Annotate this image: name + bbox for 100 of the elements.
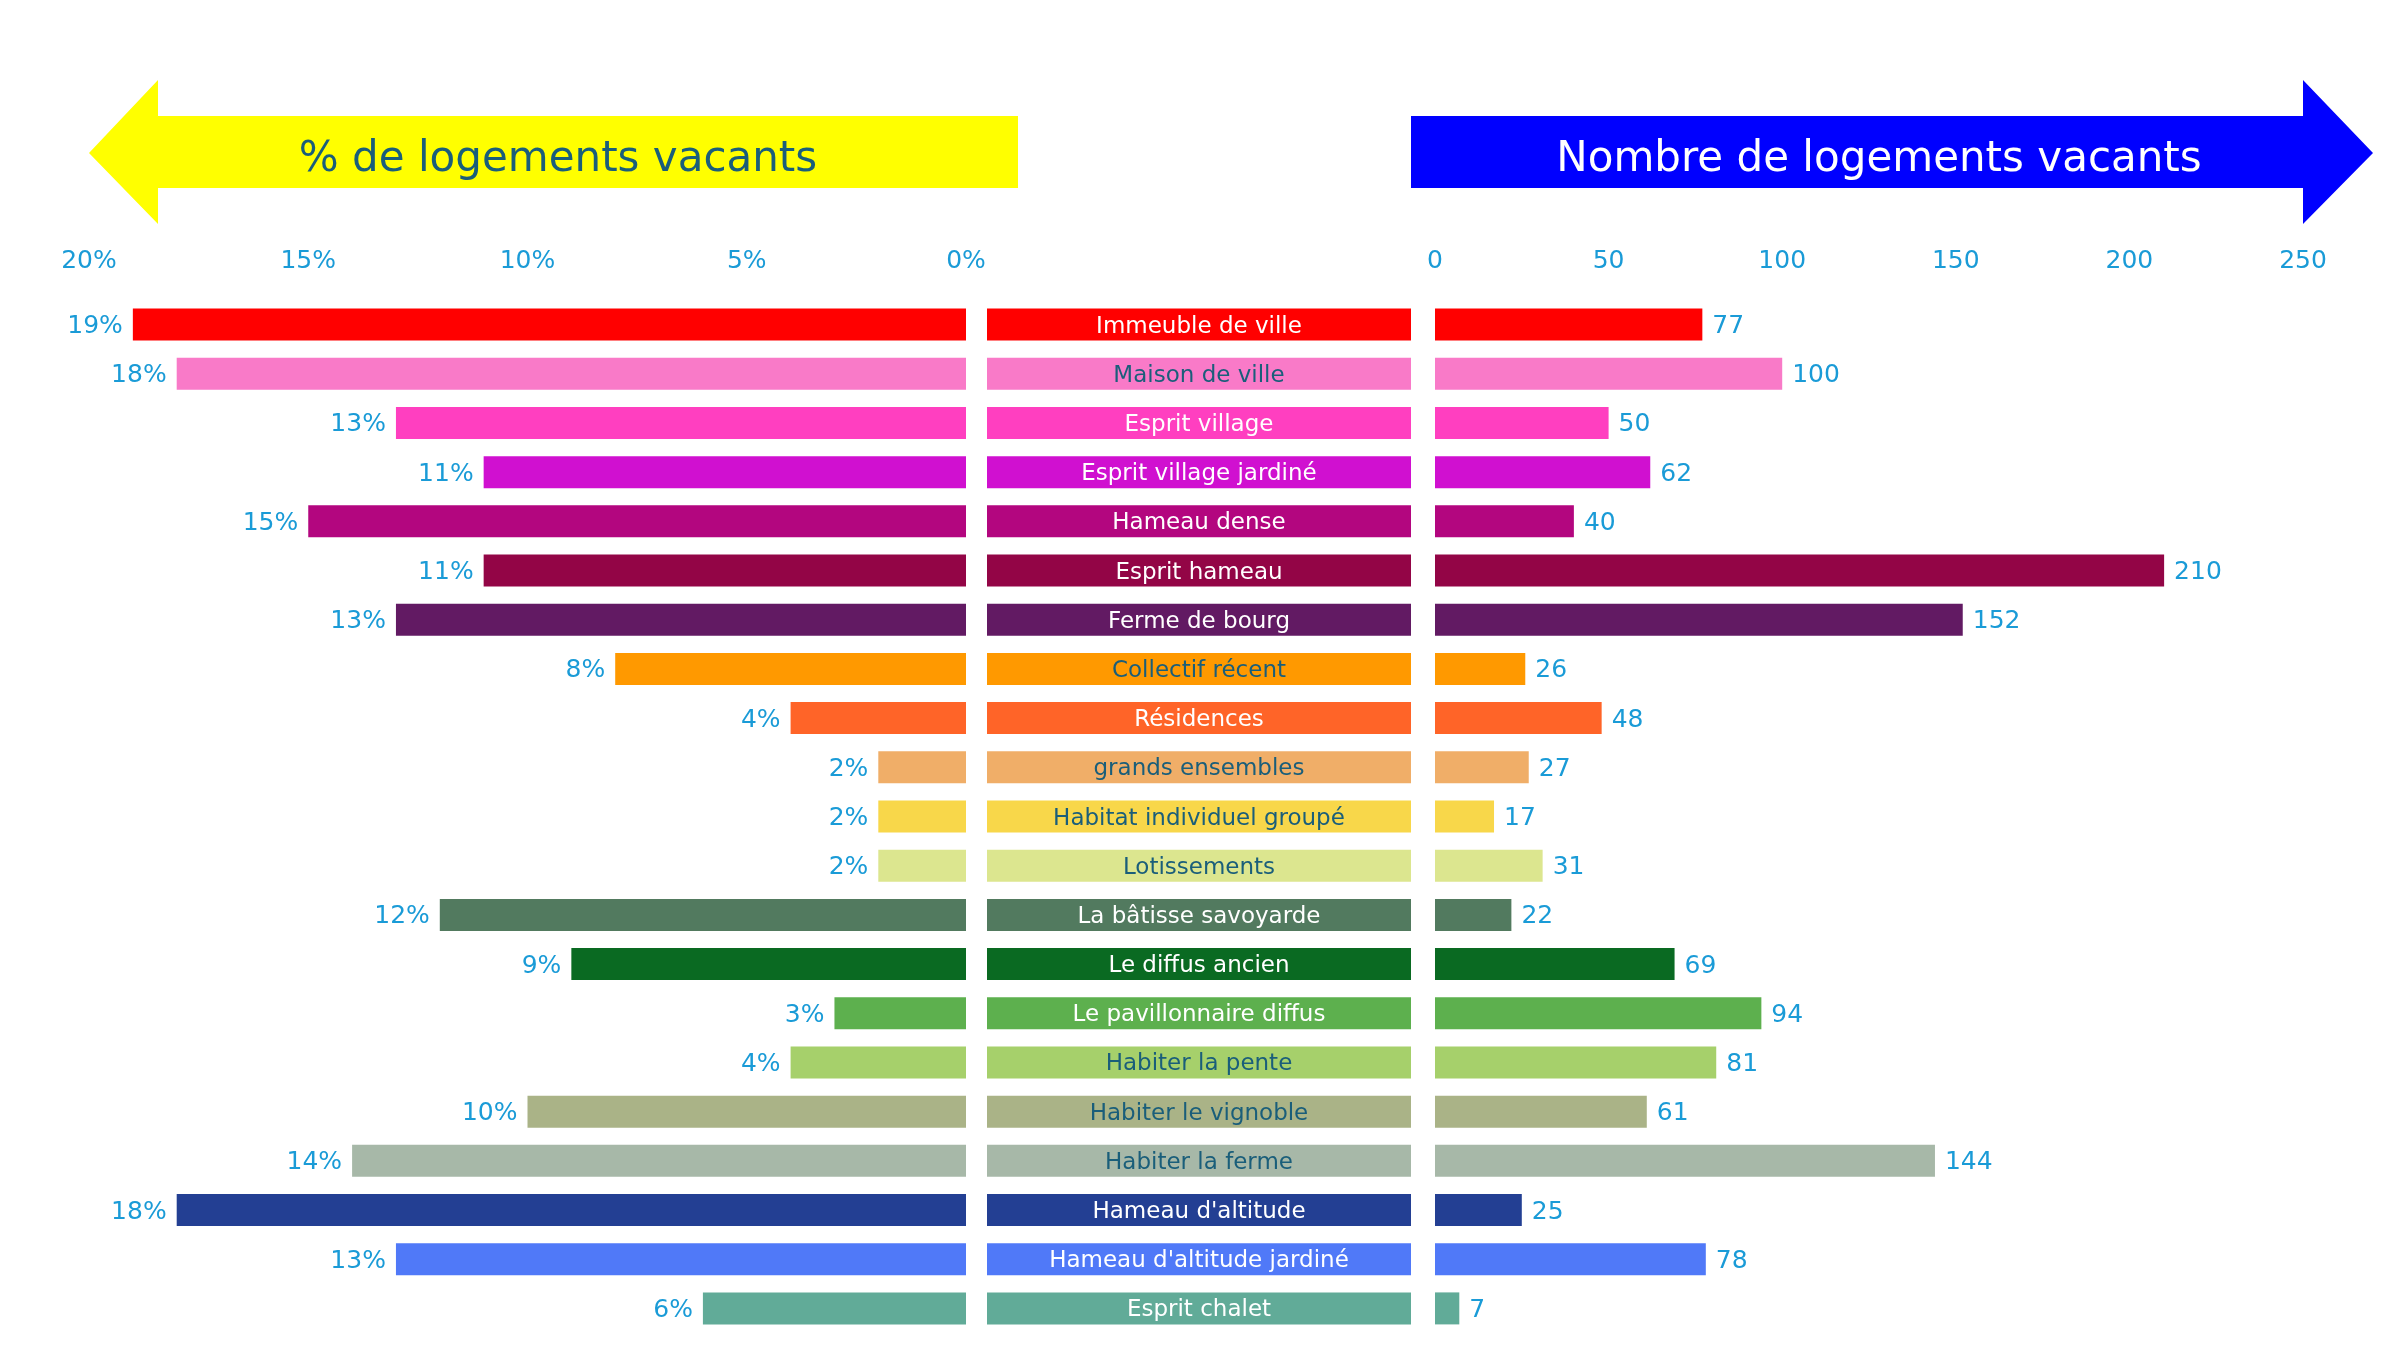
data-label: 7 [1469,1293,1486,1323]
chart-title: % de logements vacants [298,131,818,181]
bar [1435,751,1529,784]
data-label: 8% [565,654,606,684]
y-tick-label: Le diffus ancien [1108,951,1290,978]
data-label: 19% [67,310,123,340]
x-tick-label: 15% [280,245,337,274]
bar [176,357,966,390]
data-label: 27 [1538,752,1571,782]
y-tick-label: Hameau d'altitude jardiné [1049,1246,1349,1273]
bar [878,849,966,882]
bar [571,948,966,981]
y-tick-label: grands ensembles [1093,754,1305,781]
bar [1435,1095,1647,1128]
data-label: 94 [1771,998,1804,1028]
bar [790,702,966,735]
data-label: 152 [1972,605,2021,635]
y-tick-label: Esprit village jardiné [1081,459,1317,486]
data-label: 81 [1726,1047,1759,1077]
x-tick-label: 0 [1427,245,1443,274]
x-tick-label: 10% [499,245,556,274]
bar [790,1046,966,1079]
y-tick-label: Ferme de bourg [1107,606,1291,633]
bar [1435,948,1675,981]
chart-title: Nombre de logements vacants [1556,131,2202,181]
x-tick-label: 200 [2105,245,2154,274]
y-tick-label: Habiter la pente [1105,1049,1293,1076]
data-label: 25 [1531,1195,1564,1225]
bar [483,554,966,587]
x-tick-label: 250 [2279,245,2327,274]
data-label: 48 [1611,703,1644,733]
data-label: 144 [1944,1146,1993,1176]
y-tick-label: Résidences [1134,705,1264,732]
bar [878,751,966,784]
y-tick-label: Habiter la ferme [1105,1147,1293,1174]
data-label: 50 [1618,408,1651,438]
x-tick-label: 20% [61,245,117,274]
bar [132,308,966,341]
data-label: 2% [828,752,869,782]
data-label: 100 [1792,359,1840,389]
data-label: 26 [1535,654,1568,684]
data-label: 11% [418,556,474,586]
bar [1435,1292,1460,1325]
data-label: 2% [828,802,869,831]
data-label: 18% [111,359,167,389]
bar [395,1243,966,1276]
data-label: 6% [653,1293,693,1323]
y-tick-label: Habitat individuel groupé [1053,803,1345,830]
data-label: 3% [784,998,825,1028]
data-label: 40 [1583,506,1616,536]
x-tick-label: 5% [726,245,767,274]
bar [176,1194,966,1227]
data-label: 17 [1504,802,1536,831]
data-label: 13% [330,1244,386,1274]
data-label: 18% [111,1195,167,1225]
bar [1435,1194,1522,1227]
y-tick-label: Lotissements [1122,852,1276,879]
data-label: 13% [330,408,386,438]
bar [527,1095,966,1128]
data-label: 13% [330,605,386,635]
bar [1435,800,1495,833]
bar [1435,849,1543,882]
bar [395,406,966,439]
bar [483,456,966,489]
bar [1435,357,1783,390]
bar [702,1292,966,1325]
y-tick-label: Collectif récent [1111,655,1287,682]
y-tick-label: Esprit hameau [1115,557,1283,584]
data-label: 4% [740,703,781,733]
x-tick-label: 0% [946,245,986,274]
bar [308,505,966,538]
y-tick-label: La bâtisse savoyarde [1077,901,1321,928]
data-label: 69 [1684,949,1717,979]
bar [1435,652,1526,685]
y-tick-label: Habiter le vignoble [1089,1098,1309,1125]
bar [1435,308,1703,341]
bar [878,800,966,833]
x-tick-label: 150 [1931,245,1980,274]
data-label: 14% [286,1146,343,1176]
bar [1435,702,1602,735]
data-label: 12% [374,900,430,930]
bar [1435,406,1609,439]
data-label: 4% [740,1047,781,1077]
bar [834,997,966,1030]
data-label: 78 [1715,1244,1748,1274]
data-label: 9% [521,949,562,979]
data-label: 2% [828,851,869,881]
y-tick-label: Esprit chalet [1126,1295,1272,1322]
y-tick-label: Hameau d'altitude [1092,1197,1306,1224]
bar [1435,505,1574,538]
x-tick-label: 100 [1758,245,1807,274]
y-tick-label: Immeuble de ville [1096,311,1302,338]
bar [1435,997,1762,1030]
data-label: 22 [1521,900,1554,930]
x-tick-label: 50 [1592,245,1625,274]
data-label: 210 [2174,556,2222,586]
data-label: 10% [461,1097,518,1127]
bar [1435,898,1512,931]
data-label: 61 [1656,1097,1689,1127]
bar [615,652,966,685]
